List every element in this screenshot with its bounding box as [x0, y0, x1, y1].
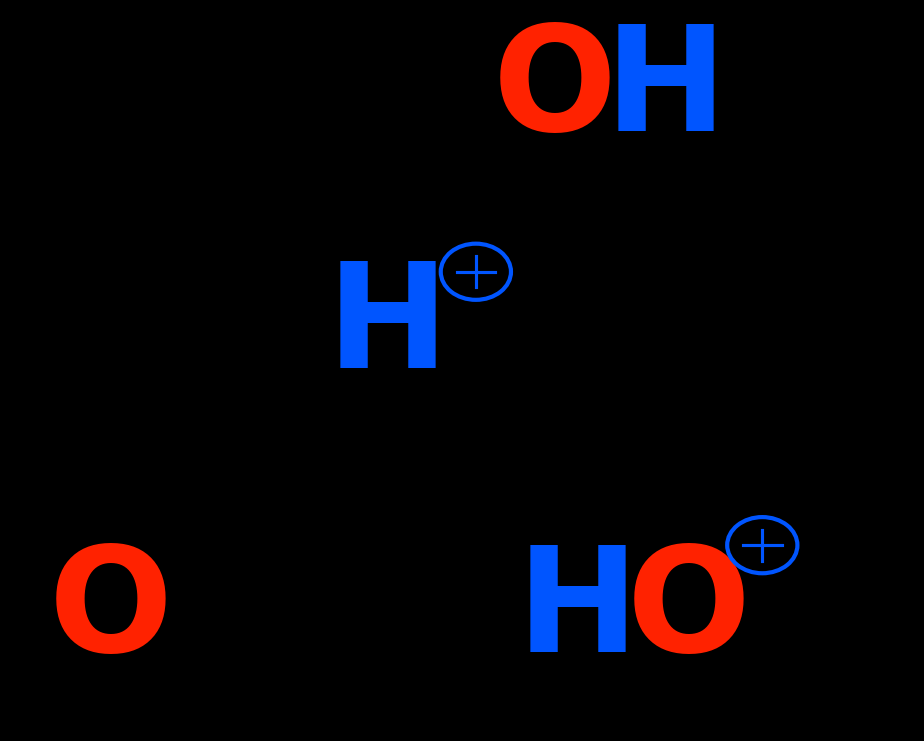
Text: H: H [517, 541, 638, 682]
Text: O: O [626, 541, 750, 682]
Text: H: H [604, 20, 726, 162]
Text: O: O [492, 20, 616, 162]
Text: H: H [327, 256, 449, 398]
Text: O: O [49, 541, 173, 682]
